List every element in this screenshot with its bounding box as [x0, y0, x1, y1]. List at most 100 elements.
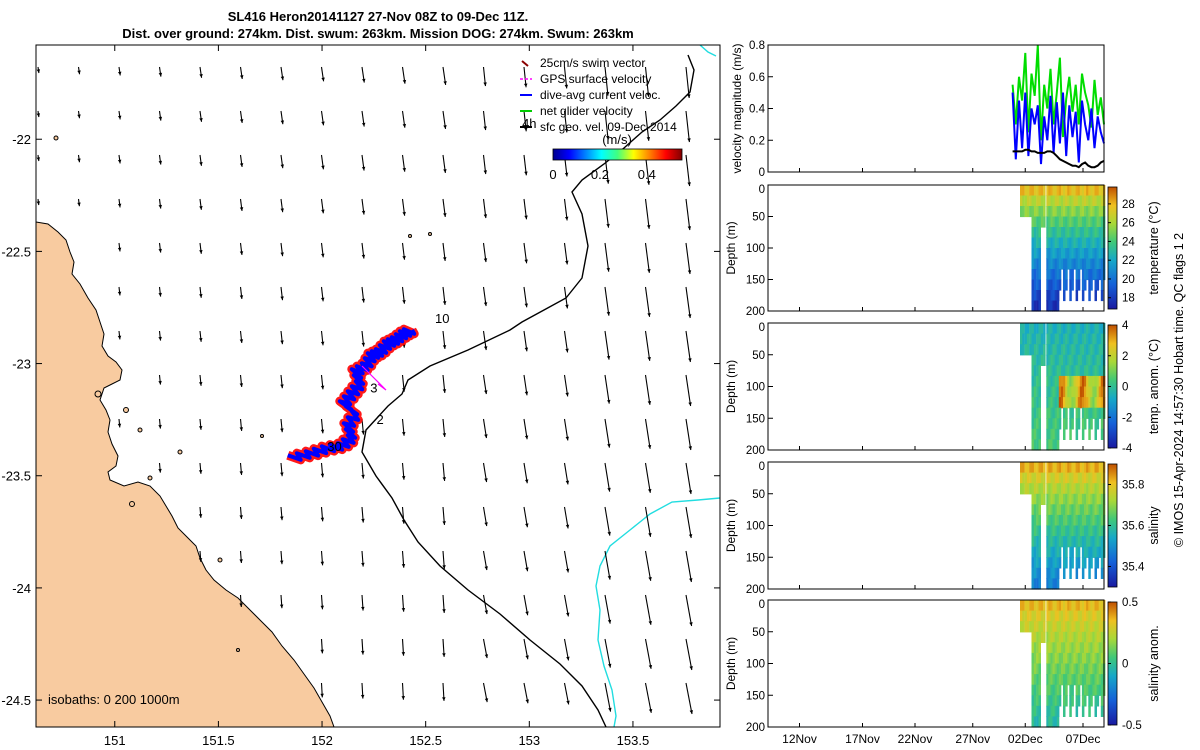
heatmap-cell [1050, 684, 1053, 696]
velocity-arrow-head [36, 113, 41, 118]
figure-title-line1: SL416 Heron20141127 27-Nov 08Z to 09-Dec… [228, 9, 529, 24]
velocity-arrow-head [77, 114, 81, 119]
heatmap-cell [1098, 258, 1102, 270]
heatmap-cell [1088, 472, 1091, 484]
heatmap-cell [1061, 323, 1064, 335]
heatmap-cell [1088, 557, 1091, 569]
heatmap-cell [1094, 557, 1097, 569]
heatmap-cell [1048, 716, 1051, 728]
heatmap-cell [1067, 483, 1070, 495]
panel-ylabel: Depth (m) [724, 221, 738, 274]
heatmap-cell [1075, 684, 1079, 696]
heatmap-cell [1077, 397, 1081, 409]
velocity-arrow [563, 242, 568, 265]
heatmap-cell [1077, 652, 1081, 665]
panel-ytick-label-zero: 0 [759, 599, 765, 611]
heatmap-cell [1043, 493, 1046, 505]
heatmap-cell [1052, 578, 1055, 590]
heatmap-cell [1098, 323, 1102, 335]
heatmap-cell [1033, 227, 1037, 239]
heatmap-cell [1069, 258, 1072, 270]
heatmap-cell [1077, 258, 1081, 270]
heatmap-cell [1090, 344, 1093, 356]
heatmap-cell [1058, 684, 1062, 696]
velocity-arrow-head [117, 335, 122, 340]
heatmap-cell [1079, 248, 1083, 260]
heatmap-cell [1043, 600, 1046, 612]
heatmap-cell [1056, 493, 1060, 505]
heatmap-cell [1077, 546, 1081, 558]
heatmap-cell [1061, 600, 1064, 612]
heatmap-cell [1056, 514, 1060, 527]
heatmap-cell [1031, 493, 1034, 505]
heatmap-cell [1075, 258, 1079, 270]
heatmap-cell [1088, 695, 1091, 707]
heatmap-cell [1090, 674, 1093, 686]
heatmap-cell [1096, 493, 1100, 505]
heatmap-cell [1079, 237, 1083, 249]
heatmap-cell [1077, 195, 1081, 207]
velocity-arrow-head [483, 346, 488, 351]
heatmap-cell [1063, 493, 1066, 505]
heatmap-cell [1100, 418, 1104, 430]
heatmap-cell [1063, 557, 1066, 569]
heatmap-cell [1054, 504, 1058, 516]
heatmap-cell [1052, 397, 1055, 409]
heatmap-cell [1073, 652, 1076, 665]
velocity-arrow-head [158, 380, 162, 385]
heatmap-cell [1056, 504, 1060, 516]
velocity-arrow [604, 330, 610, 360]
heatmap-cell [1033, 652, 1037, 665]
heatmap-cell [1094, 206, 1097, 218]
heatmap-cell [1063, 365, 1066, 377]
heatmap-cell [1038, 407, 1041, 419]
heatmap-cell [1088, 674, 1091, 686]
heatmap-cell [1038, 279, 1041, 291]
heatmap-cell [1046, 525, 1049, 537]
map-ytick-label: -22 [12, 132, 31, 147]
heatmap-cell [1088, 525, 1091, 537]
heatmap-cell [1054, 195, 1058, 207]
velocity-arrow-head [321, 77, 325, 82]
heatmap-cell [1061, 258, 1064, 270]
heatmap-cell [1033, 258, 1037, 270]
heatmap-cell [1058, 397, 1062, 409]
velocity-arrow-head [77, 70, 81, 75]
heatmap-cell [1029, 621, 1032, 633]
heatmap-cell [1081, 631, 1085, 643]
velocity-arrow-head [565, 480, 570, 485]
heatmap-cell [1069, 290, 1072, 302]
heatmap-cell [1065, 695, 1068, 707]
colorbar-label: (m/s) [602, 132, 632, 147]
heatmap-cell [1081, 397, 1085, 409]
heatmap-cell [1046, 462, 1049, 474]
heatmap-cell [1090, 333, 1093, 345]
heatmap-cell [1065, 323, 1068, 335]
heatmap-cell [1069, 652, 1072, 665]
heatmap-cell [1022, 195, 1025, 207]
heatmap-cell [1088, 610, 1091, 622]
heatmap-cell [1031, 578, 1034, 590]
day-label: 2 [376, 412, 383, 427]
colorbar-tick-label: 0.2 [591, 167, 609, 182]
heatmap-cell [1065, 652, 1068, 665]
heatmap-cell [1052, 705, 1055, 717]
heatmap-cell [1048, 365, 1051, 377]
heatmap-cell [1038, 206, 1041, 218]
heatmap-cell [1036, 386, 1039, 398]
heatmap-cell [1061, 195, 1064, 207]
velocity-arrow-head [606, 135, 610, 140]
heatmap-cell [1054, 514, 1058, 527]
map-xtick-label: 152 [311, 733, 333, 748]
heatmap-cell [1033, 269, 1037, 281]
heatmap-cell [1038, 248, 1041, 260]
heatmap-cell [1036, 642, 1039, 654]
panel-ytick-label: 200 [746, 445, 765, 457]
heatmap-cell [1081, 206, 1085, 218]
heatmap-cell [1040, 185, 1044, 197]
heatmap-cell [1026, 472, 1030, 484]
heatmap-cell [1073, 514, 1076, 527]
heatmap-cell [1043, 216, 1046, 228]
heatmap-cell [1058, 514, 1062, 527]
map-xtick-label: 151 [104, 733, 126, 748]
